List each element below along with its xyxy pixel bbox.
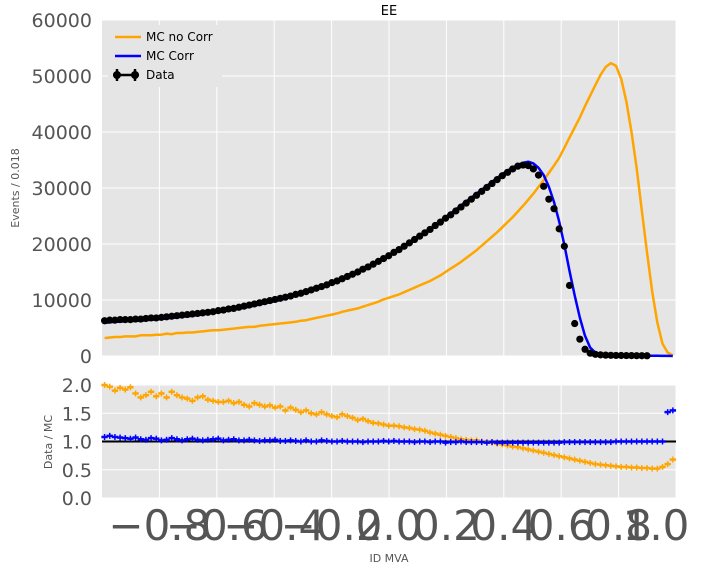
data-point: [400, 242, 408, 250]
data-point: [421, 229, 429, 237]
x-tick-label: −0.8: [108, 501, 210, 550]
legend: MC no Corr MC Corr Data: [108, 25, 222, 87]
main-y-tick-label: 0: [80, 346, 92, 368]
data-point: [534, 171, 543, 179]
data-point: [405, 239, 413, 247]
x-tick-label: −0.4: [223, 501, 325, 550]
main-y-tick-label: 60000: [32, 10, 92, 32]
ratio-y-tick-label: 0.5: [62, 460, 92, 482]
ratio-y-tick-label: 1.5: [62, 403, 92, 425]
data-point: [545, 195, 553, 203]
data-point: [581, 345, 589, 353]
ratio-y-tick-label: 2.0: [62, 375, 92, 397]
data-point: [478, 187, 486, 195]
data-point: [524, 162, 532, 170]
data-point: [555, 225, 563, 233]
data-point: [565, 281, 574, 290]
data-point: [436, 218, 444, 226]
x-tick-label: 0.6: [528, 501, 595, 550]
data-point: [431, 221, 439, 230]
data-point: [498, 172, 506, 180]
data-point: [131, 315, 140, 323]
data-point: [447, 211, 455, 219]
data-point: [560, 242, 568, 250]
x-tick-label: −0.2: [281, 501, 383, 550]
data-point: [612, 351, 620, 360]
data-point: [385, 252, 393, 260]
x-tick-label: 0.8: [585, 501, 652, 550]
data-point: [617, 351, 625, 360]
data-point: [147, 314, 155, 322]
x-tick-label: −0.6: [166, 501, 268, 550]
data-point: [462, 199, 470, 207]
data-point: [410, 235, 419, 244]
x-tick-label: 0.2: [413, 501, 480, 550]
data-point: [633, 352, 641, 360]
data-point: [540, 182, 548, 190]
data-point: [550, 205, 558, 213]
data-point: [416, 232, 424, 240]
legend-label-data: Data: [146, 68, 175, 82]
main-y-axis-label: Events / 0.018: [9, 148, 22, 227]
legend-label-mc-no-corr: MC no Corr: [146, 30, 213, 44]
data-point: [596, 351, 605, 359]
data-point: [576, 335, 584, 343]
ratio-y-tick-label: 1.0: [62, 432, 92, 454]
main-y-tick-label: 50000: [32, 66, 92, 88]
data-point: [488, 179, 496, 188]
main-y-tick-label: 20000: [32, 234, 92, 256]
data-point: [452, 207, 460, 215]
main-y-tick-label: 30000: [32, 178, 92, 200]
data-point: [116, 316, 124, 324]
data-point: [627, 352, 636, 360]
main-chart-title: EE: [381, 4, 397, 19]
data-point: [602, 351, 610, 359]
data-point: [457, 203, 465, 211]
x-ticks: −0.8−0.6−0.4−0.20.00.20.40.60.81.0: [108, 501, 689, 550]
ratio-plot-area: [101, 382, 677, 472]
data-point: [503, 168, 512, 176]
ratio-y-ticks: 0.0 0.5 1.0 1.5 2.0: [62, 375, 92, 510]
x-axis-label: ID MVA: [369, 552, 409, 565]
data-point: [395, 246, 403, 254]
data-point: [571, 319, 579, 328]
data-point: [472, 191, 481, 199]
data-point: [426, 225, 434, 234]
main-y-tick-label: 10000: [32, 290, 92, 312]
ratio-y-axis-label: Data / MC: [42, 415, 55, 469]
data-point: [638, 352, 646, 360]
main-plot-area: [100, 61, 674, 360]
data-point: [121, 316, 129, 324]
x-tick-label: 0.0: [356, 501, 423, 550]
x-tick-label: 1.0: [623, 501, 690, 550]
legend-label-mc-corr: MC Corr: [146, 49, 194, 63]
data-point: [643, 352, 651, 360]
data-point: [529, 165, 537, 173]
x-tick-label: 0.4: [470, 501, 537, 550]
ratio-y-tick-label: 0.0: [62, 488, 92, 510]
legend-marker-data: [113, 69, 139, 81]
main-y-tick-label: 40000: [32, 122, 92, 144]
data-point: [106, 316, 114, 324]
data-point: [622, 351, 630, 360]
data-point: [483, 183, 491, 192]
main-y-ticks: 0 10000 20000 30000 40000 50000 60000: [32, 10, 92, 368]
data-point: [467, 195, 475, 203]
data-point: [493, 176, 501, 184]
main-series-line-0: [104, 61, 674, 357]
data-point: [607, 351, 615, 359]
data-point: [441, 214, 450, 222]
